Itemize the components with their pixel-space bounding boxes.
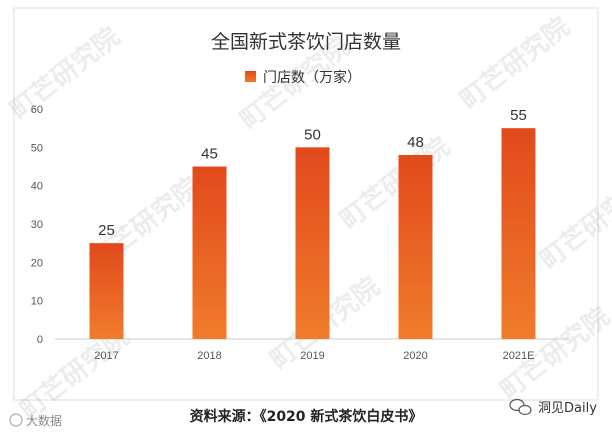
y-tick-label: 40: [31, 181, 43, 193]
x-tick-label: 2020: [403, 350, 427, 362]
data-label-2021E: 55: [510, 107, 527, 124]
watermark-text: 町芒研究院: [534, 171, 612, 275]
bar-2018: [192, 166, 227, 339]
chart-title: 全国新式茶饮门店数量: [211, 31, 401, 53]
x-tick-label: 2021E: [503, 350, 535, 362]
y-axis: 0 10 20 30 40 50 60: [31, 104, 43, 346]
bars-group: 25 45 50 48 55: [89, 107, 536, 339]
watermark-text: 町芒研究院: [334, 131, 456, 235]
legend-swatch: [245, 71, 256, 82]
y-tick-label: 30: [31, 219, 43, 231]
y-tick-label: 0: [37, 334, 43, 346]
weibo-icon: [9, 413, 23, 427]
chart-frame: [13, 7, 599, 401]
x-axis: 2017 2018 2019 2020 2021E: [94, 350, 534, 362]
bar-2017: [89, 243, 124, 339]
y-tick-label: 20: [31, 257, 43, 269]
x-tick-label: 2017: [94, 350, 118, 362]
footer-brand-text: 洞见Daily: [538, 401, 597, 416]
wechat-icon: [509, 398, 532, 416]
data-label-2018: 45: [201, 146, 218, 163]
data-label-2020: 48: [407, 134, 424, 151]
footer-right-brand: 洞见Daily: [509, 398, 597, 416]
data-label-2017: 25: [98, 222, 115, 239]
y-tick-label: 50: [31, 142, 43, 154]
data-label-2019: 50: [304, 126, 321, 143]
watermark-text: 町芒研究院: [454, 11, 576, 115]
bar-2020: [398, 155, 433, 339]
footer-left-text: 大数据: [26, 413, 62, 428]
y-tick-label: 60: [31, 104, 43, 116]
y-tick-label: 10: [31, 296, 43, 308]
legend-label: 门店数（万家）: [263, 69, 361, 86]
x-tick-label: 2019: [300, 350, 324, 362]
source-note: 资料来源：《2020 新式茶饮白皮书》: [190, 408, 423, 425]
bar-2019: [295, 147, 330, 339]
x-tick-label: 2018: [197, 350, 221, 362]
watermark-text: 町芒研究院: [4, 21, 126, 125]
footer-left-mark: 大数据: [9, 413, 62, 428]
bar-2021E: [501, 128, 536, 339]
